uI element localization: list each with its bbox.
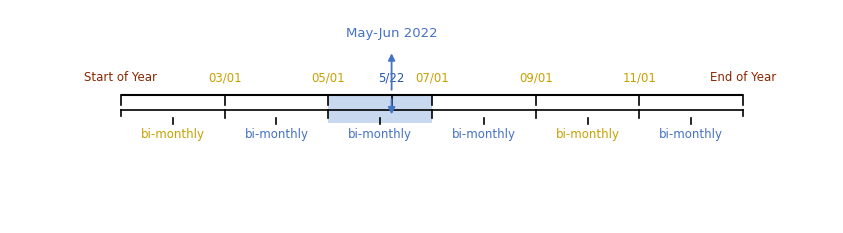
Text: bi-monthly: bi-monthly bbox=[452, 128, 516, 141]
Text: 5/22: 5/22 bbox=[379, 71, 405, 84]
Text: bi-monthly: bi-monthly bbox=[244, 128, 309, 141]
Text: Start of Year: Start of Year bbox=[84, 71, 158, 84]
Text: 09/01: 09/01 bbox=[518, 71, 553, 84]
Text: 11/01: 11/01 bbox=[622, 71, 657, 84]
Text: bi-monthly: bi-monthly bbox=[348, 128, 412, 141]
Text: bi-monthly: bi-monthly bbox=[659, 128, 723, 141]
Text: 05/01: 05/01 bbox=[312, 71, 345, 84]
Text: May-Jun 2022: May-Jun 2022 bbox=[346, 27, 438, 40]
Text: End of Year: End of Year bbox=[710, 71, 776, 84]
Text: 07/01: 07/01 bbox=[415, 71, 449, 84]
Bar bbox=[328, 95, 432, 123]
Text: bi-monthly: bi-monthly bbox=[556, 128, 620, 141]
Text: bi-monthly: bi-monthly bbox=[141, 128, 205, 141]
Text: 03/01: 03/01 bbox=[208, 71, 241, 84]
